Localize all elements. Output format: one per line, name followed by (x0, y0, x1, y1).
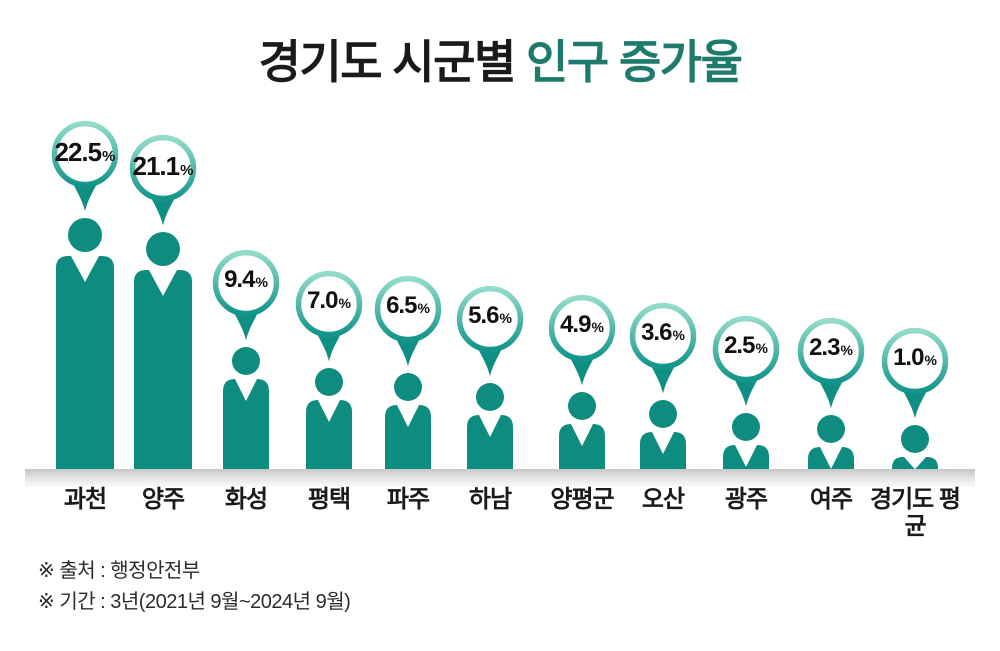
figure-column: 3.6% (626, 301, 700, 470)
value-label: 9.4% (209, 266, 283, 302)
figure-column: 2.5% (709, 314, 783, 470)
map-pin-icon (129, 134, 197, 226)
value-balloon: 2.3% (794, 316, 868, 412)
value-label: 5.6% (453, 302, 527, 338)
value-balloon: 6.5% (371, 274, 445, 370)
person-icon (223, 347, 269, 470)
category-label: 화성 (224, 486, 268, 513)
person-icon (640, 400, 686, 470)
value-balloon: 21.1% (126, 133, 200, 229)
value-number: 6.5 (386, 292, 417, 319)
category-label: 광주 (724, 486, 768, 513)
chart-area: 22.5% 21.1% 9.4% (48, 119, 952, 470)
map-pin-icon (548, 294, 616, 386)
person-icon (808, 415, 854, 470)
value-balloon: 2.5% (709, 314, 783, 410)
percent-sign: % (102, 148, 116, 165)
value-number: 22.5 (54, 137, 103, 167)
value-balloon: 5.6% (453, 284, 527, 380)
figure-column: 5.6% (453, 284, 527, 470)
map-pin-icon (712, 315, 780, 407)
person-icon (723, 413, 769, 470)
map-pin-icon (51, 120, 119, 212)
figure-column: 22.5% (48, 119, 122, 470)
figure-column: 21.1% (126, 133, 200, 470)
category-label: 양주 (141, 486, 185, 513)
category-label: 경기도 평균 (870, 486, 961, 540)
chart-title-accent: 인구 증가율 (526, 36, 743, 88)
chart-title: 경기도 시군별 인구 증가율 (0, 26, 1000, 92)
person-icon (134, 232, 192, 470)
ground-strip (25, 469, 975, 487)
figure-column: 9.4% (209, 248, 283, 470)
value-balloon: 3.6% (626, 301, 700, 397)
percent-sign: % (499, 310, 512, 326)
map-pin-icon (212, 249, 280, 341)
value-number: 2.3 (809, 334, 840, 361)
source-note: ※ 출처 : 행정안전부 (38, 560, 200, 582)
percent-sign: % (672, 327, 685, 343)
labels-row: 과천 양주 화성 평택 파주 하남 양평군 오산 광주 여주 경기도 평균 (0, 486, 1000, 556)
figure-column: 1.0% (878, 326, 952, 470)
figure-column: 4.9% (545, 293, 619, 470)
category-label: 하남 (468, 486, 512, 513)
percent-sign: % (417, 300, 430, 316)
value-number: 2.5 (724, 332, 755, 359)
value-label: 4.9% (545, 311, 619, 347)
person-icon (385, 373, 431, 470)
value-label: 2.5% (709, 332, 783, 368)
percent-sign: % (255, 274, 268, 290)
value-number: 9.4 (224, 266, 255, 293)
value-label: 7.0% (292, 287, 366, 323)
figure-column: 6.5% (371, 274, 445, 470)
value-balloon: 1.0% (878, 326, 952, 422)
value-balloon: 7.0% (292, 269, 366, 365)
percent-sign: % (180, 162, 194, 179)
map-pin-icon (797, 317, 865, 409)
map-pin-icon (456, 285, 524, 377)
value-number: 1.0 (893, 344, 924, 371)
value-label: 2.3% (794, 334, 868, 370)
category-label: 양평군 (550, 486, 614, 513)
person-icon (56, 218, 114, 470)
value-number: 7.0 (307, 287, 338, 314)
value-balloon: 4.9% (545, 293, 619, 389)
value-number: 21.1 (132, 151, 181, 181)
percent-sign: % (755, 340, 768, 356)
person-icon (559, 392, 605, 470)
value-label: 3.6% (626, 319, 700, 355)
person-icon (892, 425, 938, 470)
figure-column: 7.0% (292, 269, 366, 470)
period-note: ※ 기간 : 3년(2021년 9월~2024년 9월) (38, 591, 351, 613)
chart-title-main: 경기도 시군별 (258, 36, 517, 88)
value-balloon: 22.5% (48, 119, 122, 215)
percent-sign: % (924, 352, 937, 368)
category-label: 오산 (641, 486, 685, 513)
person-icon (467, 383, 513, 470)
footnotes: ※ 출처 : 행정안전부 ※ 기간 : 3년(2021년 9월~2024년 9월… (38, 556, 351, 618)
category-label: 여주 (809, 486, 853, 513)
map-pin-icon (881, 327, 949, 419)
map-pin-icon (295, 270, 363, 362)
percent-sign: % (338, 295, 351, 311)
map-pin-icon (374, 275, 442, 367)
value-number: 3.6 (641, 319, 672, 346)
category-label: 과천 (63, 486, 107, 513)
value-balloon: 9.4% (209, 248, 283, 344)
category-label: 평택 (307, 486, 351, 513)
percent-sign: % (840, 342, 853, 358)
value-number: 4.9 (560, 311, 591, 338)
person-icon (306, 368, 352, 470)
category-label: 파주 (386, 486, 430, 513)
value-number: 5.6 (468, 302, 499, 329)
percent-sign: % (591, 319, 604, 335)
figure-column: 2.3% (794, 316, 868, 470)
value-label: 21.1% (126, 151, 200, 187)
value-label: 22.5% (48, 137, 122, 173)
value-label: 1.0% (878, 344, 952, 380)
map-pin-icon (629, 302, 697, 394)
value-label: 6.5% (371, 292, 445, 328)
